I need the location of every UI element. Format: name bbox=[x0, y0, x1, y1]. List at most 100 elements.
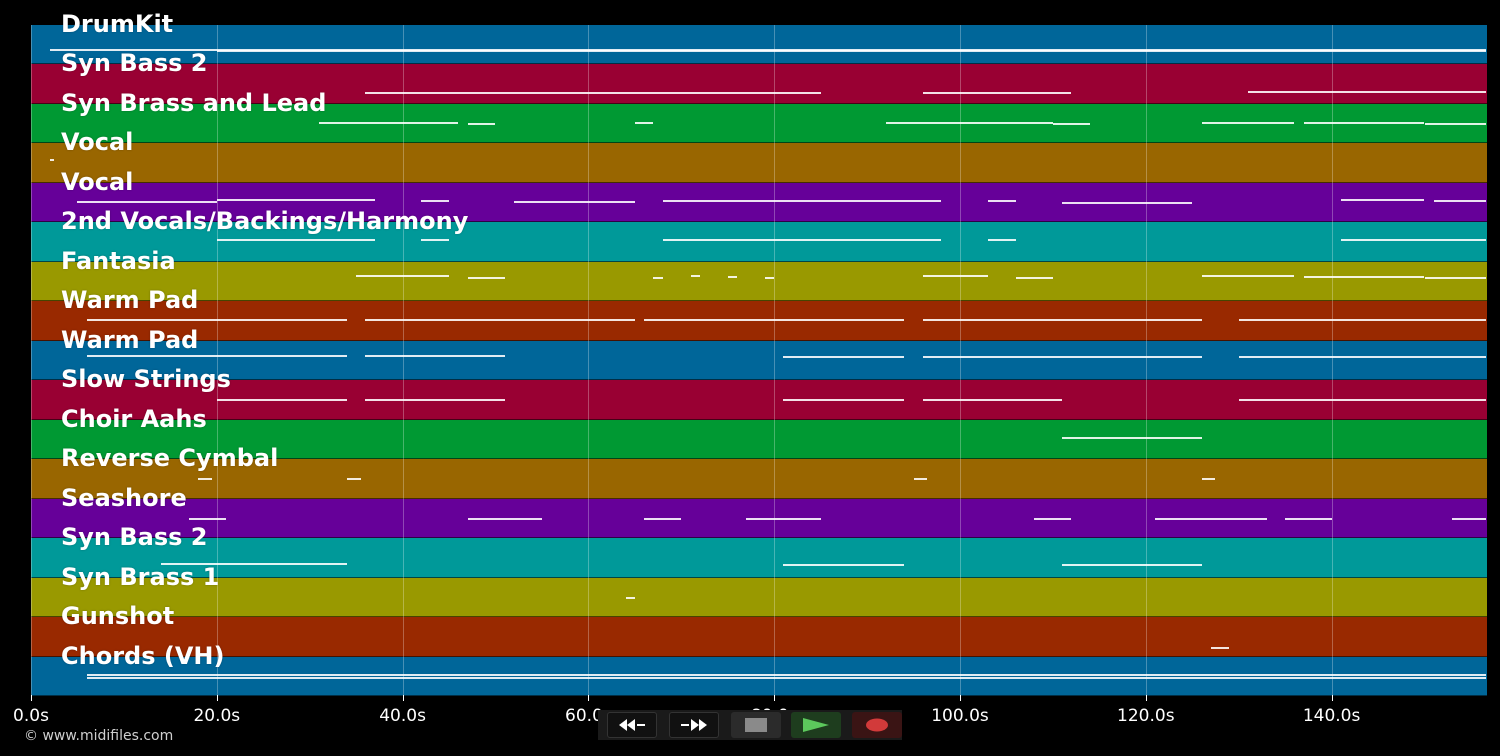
note bbox=[1433, 199, 1486, 202]
tick-mark bbox=[402, 695, 404, 701]
note bbox=[467, 122, 496, 125]
track-label: Syn Brass 1 bbox=[61, 562, 220, 591]
track-label: Reverse Cymbal bbox=[61, 444, 279, 473]
note bbox=[198, 478, 213, 481]
track-label: Choir Aahs bbox=[61, 404, 207, 433]
note bbox=[216, 50, 1486, 52]
time-tick-label: 140.0s bbox=[1302, 706, 1361, 726]
track-label: Seashore bbox=[61, 483, 187, 512]
note bbox=[86, 354, 347, 357]
track-label: Syn Brass and Lead bbox=[61, 88, 327, 117]
track-label: Warm Pad bbox=[61, 325, 199, 354]
fast-forward-button[interactable] bbox=[669, 712, 719, 738]
note bbox=[1201, 274, 1295, 277]
note bbox=[644, 517, 682, 520]
track-lane[interactable] bbox=[31, 143, 1487, 183]
track-lane[interactable] bbox=[31, 222, 1487, 262]
note bbox=[365, 399, 505, 402]
track-lane[interactable] bbox=[31, 459, 1487, 499]
note bbox=[86, 673, 1486, 676]
note bbox=[318, 121, 384, 124]
note bbox=[365, 92, 821, 95]
note bbox=[216, 198, 375, 201]
grid-line bbox=[402, 25, 404, 696]
rewind-icon bbox=[619, 719, 645, 731]
play-button[interactable] bbox=[791, 712, 841, 738]
note bbox=[662, 199, 942, 202]
track-label: Vocal bbox=[61, 128, 134, 157]
track-lane[interactable] bbox=[31, 538, 1487, 578]
note bbox=[987, 239, 1016, 242]
track-lane[interactable] bbox=[31, 656, 1487, 696]
grid-line bbox=[960, 25, 961, 696]
time-tick-label: 40.0s bbox=[379, 706, 426, 726]
note bbox=[653, 276, 663, 279]
note bbox=[346, 478, 361, 481]
note bbox=[1015, 276, 1053, 279]
track-lane[interactable] bbox=[31, 577, 1487, 618]
note bbox=[644, 319, 905, 322]
track-label: 2nd Vocals/Backings/Harmony bbox=[61, 207, 469, 236]
transport-controls bbox=[598, 710, 902, 740]
track-label: Warm Pad bbox=[61, 286, 199, 315]
note bbox=[216, 399, 347, 402]
note bbox=[49, 159, 55, 162]
note bbox=[467, 276, 505, 279]
track-lane[interactable] bbox=[31, 64, 1487, 104]
track-lane[interactable] bbox=[31, 617, 1487, 657]
note bbox=[764, 276, 775, 279]
rewind-button[interactable] bbox=[607, 712, 657, 738]
note bbox=[1452, 517, 1486, 520]
note bbox=[1238, 319, 1486, 322]
grid-line bbox=[588, 25, 590, 696]
time-tick-label: 120.0s bbox=[1117, 706, 1175, 726]
stop-button[interactable] bbox=[731, 712, 781, 738]
note bbox=[922, 274, 988, 277]
note bbox=[922, 399, 1063, 402]
track-label: Gunshot bbox=[61, 602, 175, 631]
note bbox=[1238, 355, 1486, 358]
note bbox=[1062, 201, 1193, 204]
note bbox=[987, 199, 1016, 202]
note bbox=[922, 319, 1202, 322]
note bbox=[86, 319, 347, 322]
track-lane[interactable] bbox=[31, 261, 1487, 302]
note bbox=[625, 596, 635, 599]
grid-line bbox=[774, 25, 776, 696]
grid-line bbox=[31, 25, 32, 696]
note bbox=[1062, 564, 1202, 567]
note bbox=[727, 275, 738, 278]
note bbox=[1340, 198, 1425, 201]
track-label: Slow Strings bbox=[61, 365, 231, 394]
note bbox=[922, 355, 1202, 358]
note bbox=[662, 239, 942, 242]
track-lane[interactable] bbox=[31, 182, 1487, 223]
track-lane[interactable] bbox=[31, 25, 1487, 65]
note bbox=[1034, 517, 1072, 520]
track-label: Chords (VH) bbox=[61, 641, 225, 670]
note bbox=[86, 676, 1486, 679]
note bbox=[1424, 122, 1486, 125]
note bbox=[356, 274, 450, 277]
note bbox=[1210, 647, 1230, 650]
note bbox=[1238, 399, 1486, 402]
record-button[interactable] bbox=[852, 712, 902, 738]
note bbox=[161, 563, 347, 566]
note bbox=[783, 564, 905, 567]
time-tick-label: 100.0s bbox=[931, 706, 989, 726]
tick-mark bbox=[31, 695, 32, 701]
track-label: Fantasia bbox=[61, 246, 176, 275]
track-lane[interactable] bbox=[31, 340, 1487, 381]
note bbox=[1247, 91, 1486, 94]
note bbox=[188, 517, 227, 520]
track-lane[interactable] bbox=[31, 419, 1487, 460]
note bbox=[1285, 517, 1332, 520]
stop-icon bbox=[745, 718, 767, 732]
note bbox=[421, 239, 450, 242]
note bbox=[1340, 239, 1486, 242]
note bbox=[913, 478, 928, 481]
note bbox=[1424, 276, 1486, 279]
record-icon bbox=[866, 718, 888, 732]
fast-forward-icon bbox=[681, 719, 707, 731]
note bbox=[783, 399, 905, 402]
